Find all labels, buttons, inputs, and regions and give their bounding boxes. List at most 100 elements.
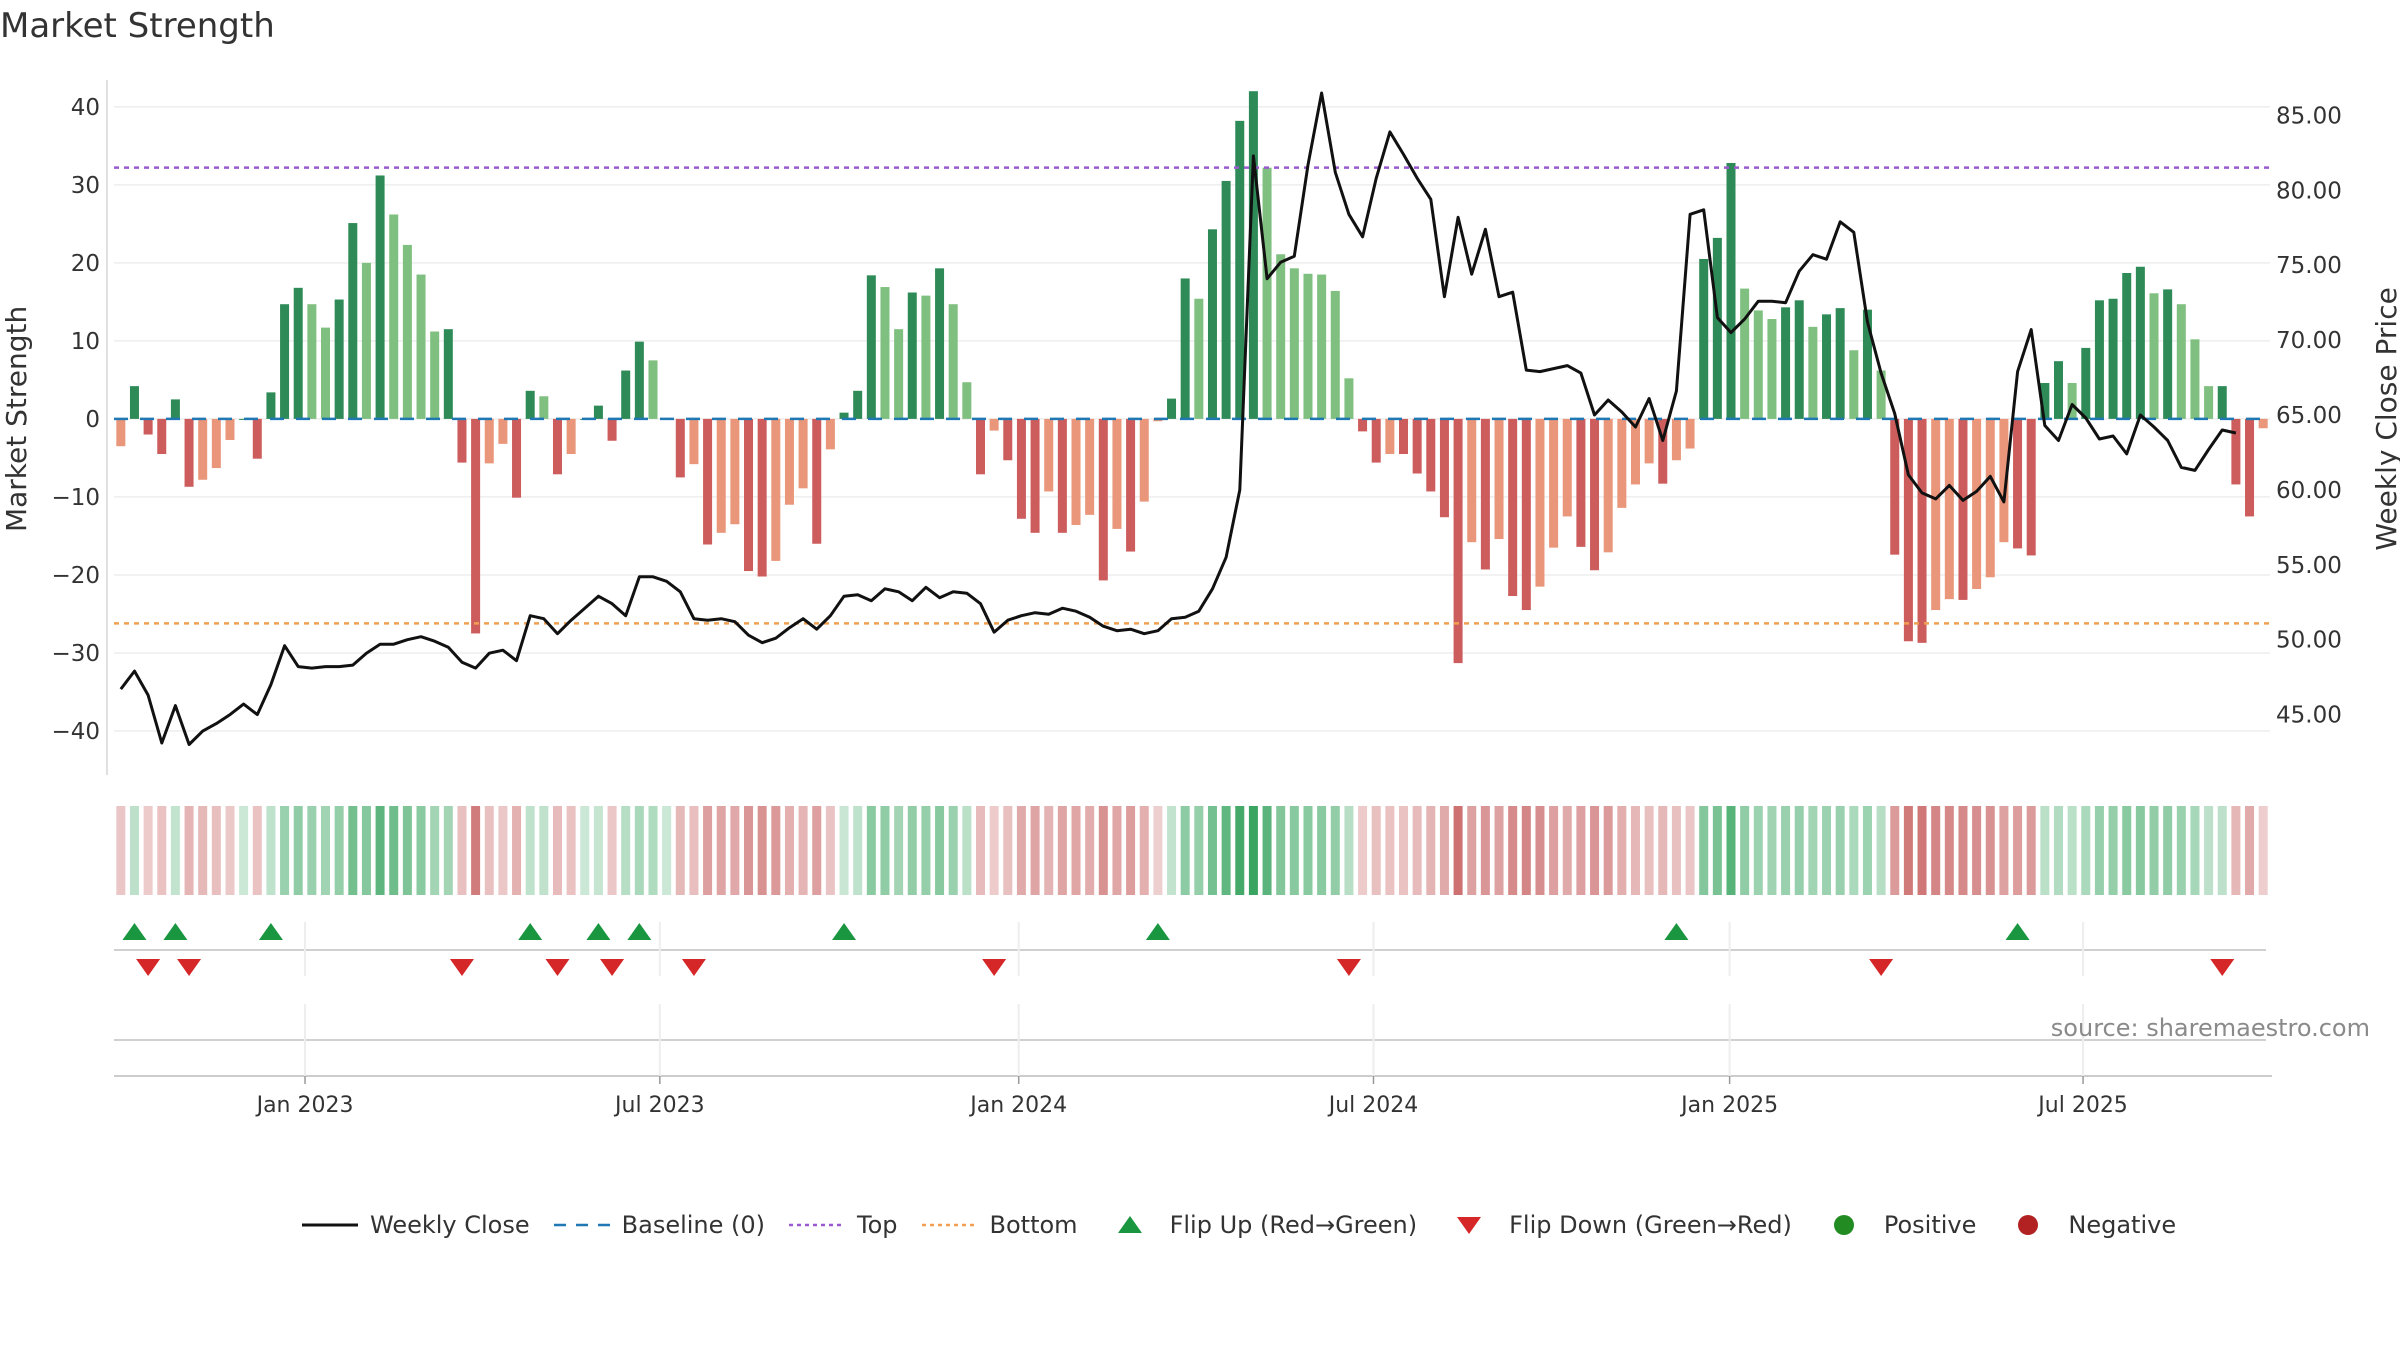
flip-down-marker <box>1336 959 1361 976</box>
strength-bar <box>498 418 508 444</box>
strength-heat-cell <box>1794 806 1804 895</box>
strength-bar <box>1985 418 1995 578</box>
strength-heat-cell <box>2217 806 2227 895</box>
strength-bar <box>1712 237 1722 419</box>
strength-heat-cell <box>389 806 399 895</box>
flip-up-marker <box>258 923 283 940</box>
strength-heat-cell <box>853 806 863 895</box>
strength-bar <box>1330 290 1340 419</box>
strength-bar <box>798 418 808 489</box>
strength-heat-cell <box>1399 806 1409 895</box>
strength-bar <box>566 418 576 455</box>
strength-heat-cell <box>1890 806 1900 895</box>
strength-bar <box>1412 418 1422 474</box>
strength-heat-cell <box>1085 806 1095 895</box>
strength-heat-cell <box>1876 806 1886 895</box>
strength-heat-cell <box>2122 806 2132 895</box>
strength-bar <box>1562 418 1572 517</box>
strength-heat-cell <box>416 806 426 895</box>
strength-bar <box>784 418 794 505</box>
strength-heat-cell <box>1126 806 1136 895</box>
strength-bar <box>539 396 549 419</box>
flip-down-marker <box>1869 959 1894 976</box>
strength-bar <box>184 418 194 487</box>
strength-bar <box>1549 418 1559 548</box>
strength-heat-cell <box>1671 806 1681 895</box>
strength-heat-cell <box>498 806 508 895</box>
y-axis-label: Market Strength <box>0 306 33 532</box>
strength-heat-cell <box>662 806 672 895</box>
strength-heat-cell <box>1630 806 1640 895</box>
strength-heat-cell <box>1180 806 1190 895</box>
y2-axis-label: Weekly Close Price <box>2370 287 2400 550</box>
strength-bar <box>1085 418 1095 515</box>
y2-tick-label: 75.00 <box>2276 253 2342 279</box>
strength-bar <box>1057 418 1067 533</box>
strength-bar <box>853 390 863 419</box>
legend: Weekly Close Baseline (0) Top Bottom Flip Up… <box>300 1200 2200 1250</box>
y-tick-label: 40 <box>71 95 100 121</box>
strength-bar <box>866 275 876 419</box>
strength-heat-cell <box>798 806 808 895</box>
y2-tick-label: 60.00 <box>2276 478 2342 504</box>
strength-bar <box>1576 418 1586 547</box>
strength-heat-cell <box>825 806 835 895</box>
y-tick-label: 30 <box>71 173 100 199</box>
strength-heat-cell <box>989 806 999 895</box>
strength-bar <box>1235 120 1245 419</box>
strength-heat-cell <box>402 806 412 895</box>
y-tick-label: −10 <box>51 485 100 511</box>
strength-heat-cell <box>266 806 276 895</box>
strength-bar <box>812 418 822 544</box>
strength-bar <box>375 175 385 419</box>
strength-bar <box>1876 370 1886 419</box>
strength-bar <box>443 329 453 419</box>
strength-heat-cell <box>2149 806 2159 895</box>
strength-bar <box>2217 386 2227 419</box>
strength-bar <box>225 418 235 440</box>
strength-bar <box>361 262 371 419</box>
strength-heat-cell <box>703 806 713 895</box>
strength-heat-cell <box>1262 806 1272 895</box>
legend-swatch-flip-up <box>1117 1216 1142 1233</box>
strength-heat-cell <box>211 806 221 895</box>
strength-bar <box>962 382 972 419</box>
strength-heat-cell <box>1617 806 1627 895</box>
strength-bar <box>1289 268 1299 419</box>
strength-heat-cell <box>1644 806 1654 895</box>
strength-heat-cell <box>1371 806 1381 895</box>
strength-heat-cell <box>1603 806 1613 895</box>
strength-bar <box>1944 418 1954 600</box>
strength-heat-cell <box>1999 806 2009 895</box>
strength-bar <box>1590 418 1600 571</box>
strength-bar <box>1071 418 1081 526</box>
strength-heat-cell <box>1862 806 1872 895</box>
x-tick-label: Jan 2024 <box>968 1093 1067 1118</box>
strength-bar <box>1494 418 1504 540</box>
strength-bar <box>2108 298 2118 419</box>
strength-heat-cell <box>812 806 822 895</box>
strength-heat-cell <box>1030 806 1040 895</box>
strength-bar <box>1276 254 1286 419</box>
strength-heat-cell <box>1972 806 1982 895</box>
strength-bar <box>757 418 767 577</box>
strength-heat-cell <box>2013 806 2023 895</box>
strength-bar <box>880 287 890 419</box>
strength-heat-cell <box>1003 806 1013 895</box>
strength-bar <box>689 418 699 465</box>
legend-swatch-negative <box>2018 1215 2039 1235</box>
strength-heat-cell <box>170 806 180 895</box>
strength-bar <box>2081 347 2091 419</box>
strength-heat-cell <box>621 806 631 895</box>
flip-down-marker <box>982 959 1007 976</box>
y2-tick-label: 85.00 <box>2276 103 2342 129</box>
strength-heat-cell <box>607 806 617 895</box>
flip-down-marker <box>136 959 161 976</box>
strength-heat-cell <box>2190 806 2200 895</box>
strength-bar <box>1999 418 2009 543</box>
strength-heat-cell <box>935 806 945 895</box>
source-label: source: sharemaestro.com <box>2050 1014 2370 1042</box>
legend-swatch-baseline <box>553 1223 610 1227</box>
strength-bar <box>1617 418 1627 508</box>
strength-bar <box>1658 418 1668 484</box>
